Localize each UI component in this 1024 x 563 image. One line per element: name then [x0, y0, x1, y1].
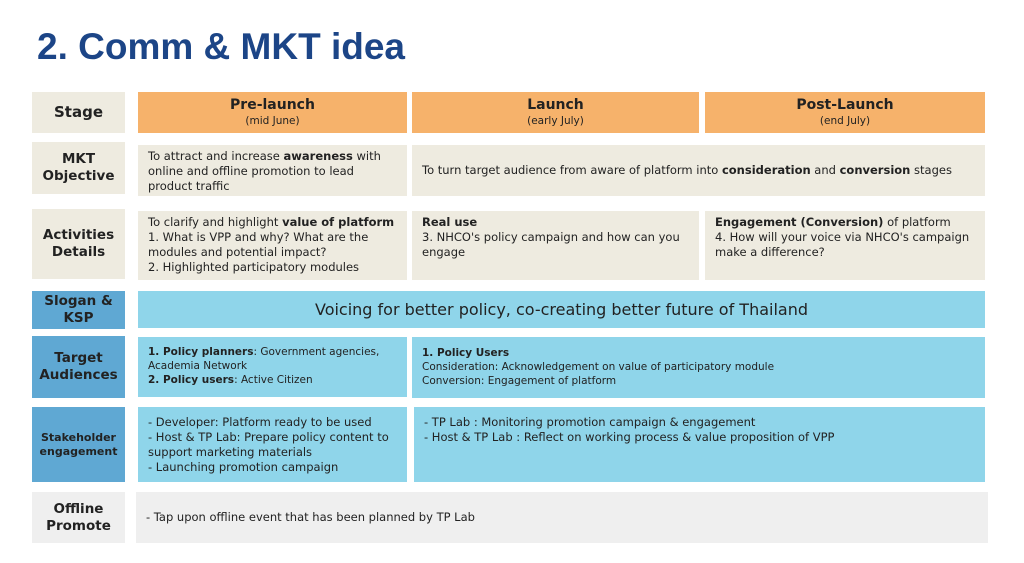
bold-text: conversion [839, 163, 911, 177]
text: - Launching promotion campaign [148, 460, 339, 474]
stage-pre-launch: Pre-launch (mid June) [138, 92, 407, 133]
bold-text: awareness [283, 149, 353, 163]
stage-post-launch: Post-Launch (end July) [705, 92, 985, 133]
activities-pre: To clarify and highlight value of platfo… [138, 211, 407, 280]
label-offline-promote: Offline Promote [32, 492, 125, 543]
label-stakeholder: Stakeholder engagement [32, 407, 125, 482]
page-title: 2. Comm & MKT idea [37, 26, 405, 67]
text: Conversion: Engagement of platform [422, 375, 617, 387]
text: and [810, 163, 840, 177]
stakeholder-launch-post: - TP Lab : Monitoring promotion campaign… [414, 407, 985, 482]
text: To attract and increase [148, 149, 284, 163]
activities-launch: Real use 3. NHCO's policy campaign and ho… [412, 211, 699, 280]
stage-title: Post-Launch [796, 97, 894, 113]
bold-text: 2. Policy users [148, 374, 235, 386]
bold-text: 1. Policy planners [148, 346, 254, 358]
bold-text: consideration [721, 163, 811, 177]
bold-text: value of platform [282, 215, 395, 229]
text: To turn target audience from aware of pl… [422, 163, 722, 177]
stakeholder-pre: - Developer: Platform ready to be used - … [138, 407, 407, 482]
text: 2. Highlighted participatory modules [148, 260, 360, 274]
bold-text: Real use [422, 215, 478, 229]
text: - Host & TP Lab: Prepare policy content … [148, 430, 389, 459]
target-launch-post: 1. Policy Users Consideration: Acknowledg… [412, 337, 985, 398]
label-stage: Stage [32, 92, 125, 133]
text: : Active Citizen [234, 374, 313, 386]
stage-date: (end July) [819, 115, 871, 127]
text: : Government agencies, Academia Network [148, 346, 380, 372]
text: 3. NHCO's policy campaign and how can yo… [422, 230, 680, 259]
text: 4. How will your voice via NHCO's campai… [715, 230, 970, 259]
label-slogan: Slogan & KSP [32, 291, 125, 329]
objective-pre: To attract and increase awareness with o… [138, 145, 407, 196]
activities-post: Engagement (Conversion) of platform 4. Ho… [705, 211, 985, 280]
text: - TP Lab : Monitoring promotion campaign… [424, 415, 756, 429]
text: stages [910, 163, 952, 177]
text: - Host & TP Lab : Reflect on working pro… [424, 430, 835, 444]
stage-title: Launch [527, 97, 584, 113]
stage-title: Pre-launch [230, 97, 315, 113]
bold-text: 1. Policy Users [422, 347, 510, 359]
text: - Developer: Platform ready to be used [148, 415, 372, 429]
label-target-audiences: Target Audiences [32, 336, 125, 398]
text: Consideration: Acknowledgement on value … [422, 361, 775, 373]
text: of platform [883, 215, 951, 229]
offline-text: - Tap upon offline event that has been p… [136, 492, 988, 543]
stage-launch: Launch (early July) [412, 92, 699, 133]
stage-date: (early July) [527, 115, 584, 127]
slogan-text: Voicing for better policy, co-creating b… [138, 291, 985, 328]
stage-date: (mid June) [245, 115, 300, 127]
label-activities: Activities Details [32, 209, 125, 279]
objective-launch-post: To turn target audience from aware of pl… [412, 145, 985, 196]
target-pre: 1. Policy planners: Government agencies,… [138, 337, 407, 397]
bold-text: Engagement (Conversion) [715, 215, 884, 229]
label-mkt-objective: MKT Objective [32, 142, 125, 194]
text: 1. What is VPP and why? What are the mod… [148, 230, 369, 259]
text: with online and offline promotion to lea… [148, 149, 381, 193]
text: To clarify and highlight [148, 215, 283, 229]
